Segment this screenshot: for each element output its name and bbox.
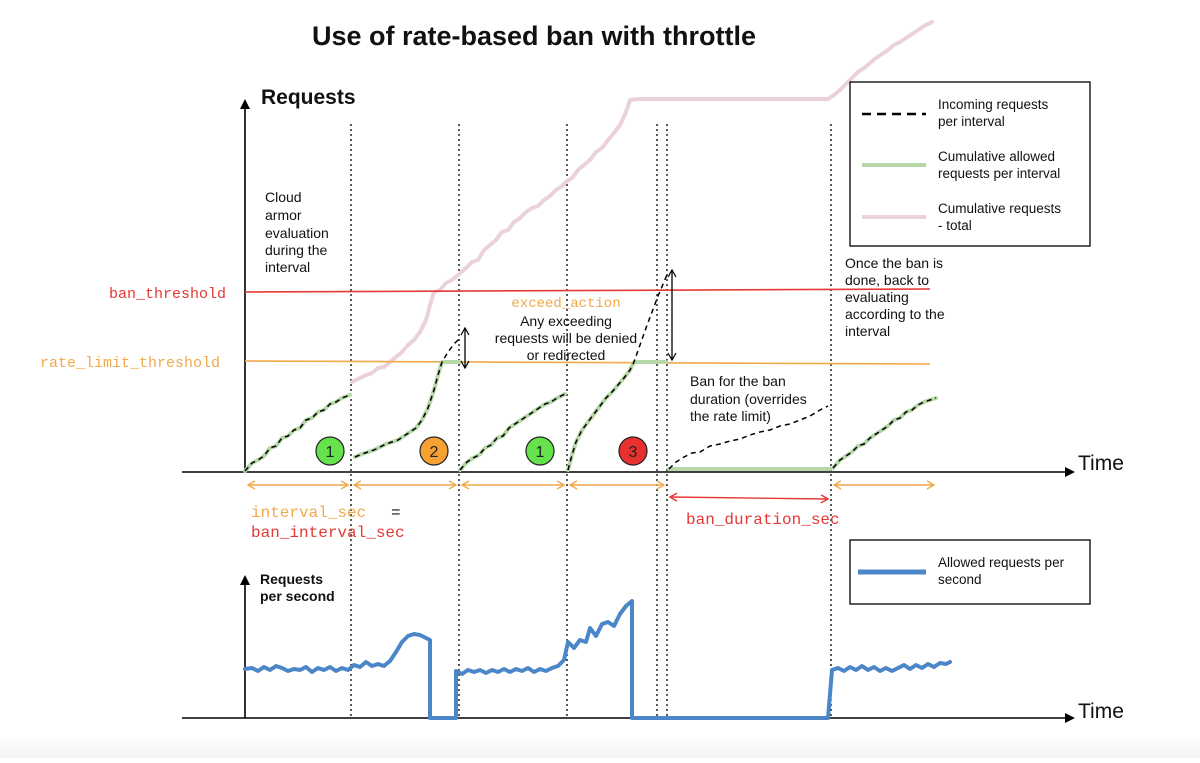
svg-text:evaluation: evaluation [265,225,329,241]
legend-incoming-label: per interval [938,114,1005,129]
svg-text:Once the ban is: Once the ban is [845,255,943,271]
svg-text:2: 2 [430,444,439,461]
svg-text:1: 1 [536,444,545,461]
ban-duration-arrow [668,492,830,504]
svg-text:according to the: according to the [845,306,945,322]
ban-threshold-label: ban_threshold [109,286,226,303]
interval-marker: 1 [525,436,555,466]
svg-text:interval: interval [845,323,890,339]
svg-text:1: 1 [326,444,335,461]
diagram-title: Use of rate-based ban with throttle [312,21,756,51]
incoming-segment [459,393,566,471]
top-y-axis-label: Requests [261,86,356,109]
cumulative-total-line [350,20,934,384]
incoming-segment [354,337,461,458]
ban-note: Ban for the ban duration (overrides the … [690,373,807,424]
incoming-request-lines [244,271,937,472]
svg-text:or redirected: or redirected [527,347,606,363]
evaluation-note: Cloud armor evaluation during the interv… [265,189,329,275]
bottom-y-axis-label: per second [260,588,335,604]
incoming-segment [244,394,351,472]
interval-markers: 1 2 1 3 [315,436,648,466]
svg-text:Ban for the ban: Ban for the ban [690,373,786,389]
svg-text:done, back to: done, back to [845,272,929,288]
svg-text:the rate limit): the rate limit) [690,408,771,424]
legend-per-second-label: Allowed requests per [938,555,1065,570]
rate-limit-threshold-label: rate_limit_threshold [40,355,220,372]
interval-separators [350,124,832,718]
incoming-segment [668,405,829,470]
svg-text:evaluating: evaluating [845,289,909,305]
exceed-action-label: exceed_action [511,296,620,312]
equals-sign: = [391,504,401,522]
svg-text:3: 3 [629,444,638,461]
rate-limit-threshold-line [244,360,931,365]
allowed-per-second-line [243,599,952,720]
ban-interval-sec-label: ban_interval_sec [251,524,405,542]
legend-total-label: Cumulative requests [938,201,1061,216]
svg-text:duration (overrides: duration (overrides [690,391,807,407]
svg-text:armor: armor [265,207,302,223]
legend-incoming-label: Incoming requests [938,97,1049,112]
svg-text:requests will be denied: requests will be denied [495,330,637,346]
svg-text:Any exceeding: Any exceeding [520,313,612,329]
exceed-action-note: Any exceeding requests will be denied or… [495,313,637,363]
bottom-y-axis-label: Requests [260,571,323,587]
interval-sec-label: interval_sec [251,504,366,522]
top-x-axis-label: Time [1078,452,1124,475]
legend-allowed-label: requests per interval [938,166,1060,181]
allowed-segment [831,396,938,470]
svg-text:interval: interval [265,259,310,275]
allowed-segment [566,360,668,472]
legend-bottom: Allowed requests per second [849,539,1091,605]
cumulative-allowed-lines [243,360,938,473]
legend-per-second-label: second [938,572,982,587]
svg-text:during the: during the [265,242,327,258]
incoming-segment [567,271,669,471]
ban-duration-sec-label: ban_duration_sec [686,511,840,529]
svg-text:Cloud: Cloud [265,189,302,205]
bottom-edge-shade [0,736,1200,758]
legend-total-label: - total [938,218,972,233]
bottom-x-axis-label: Time [1078,700,1124,723]
incoming-segment [832,397,937,469]
legend-allowed-label: Cumulative allowed [938,149,1055,164]
legend-top: Incoming requests per interval Cumulativ… [849,81,1091,247]
interval-marker: 2 [419,436,449,466]
ban-threshold-line [244,288,931,293]
resume-note: Once the ban is done, back to evaluating… [845,255,945,339]
interval-marker: 3 [618,436,648,466]
interval-marker: 1 [315,436,345,466]
